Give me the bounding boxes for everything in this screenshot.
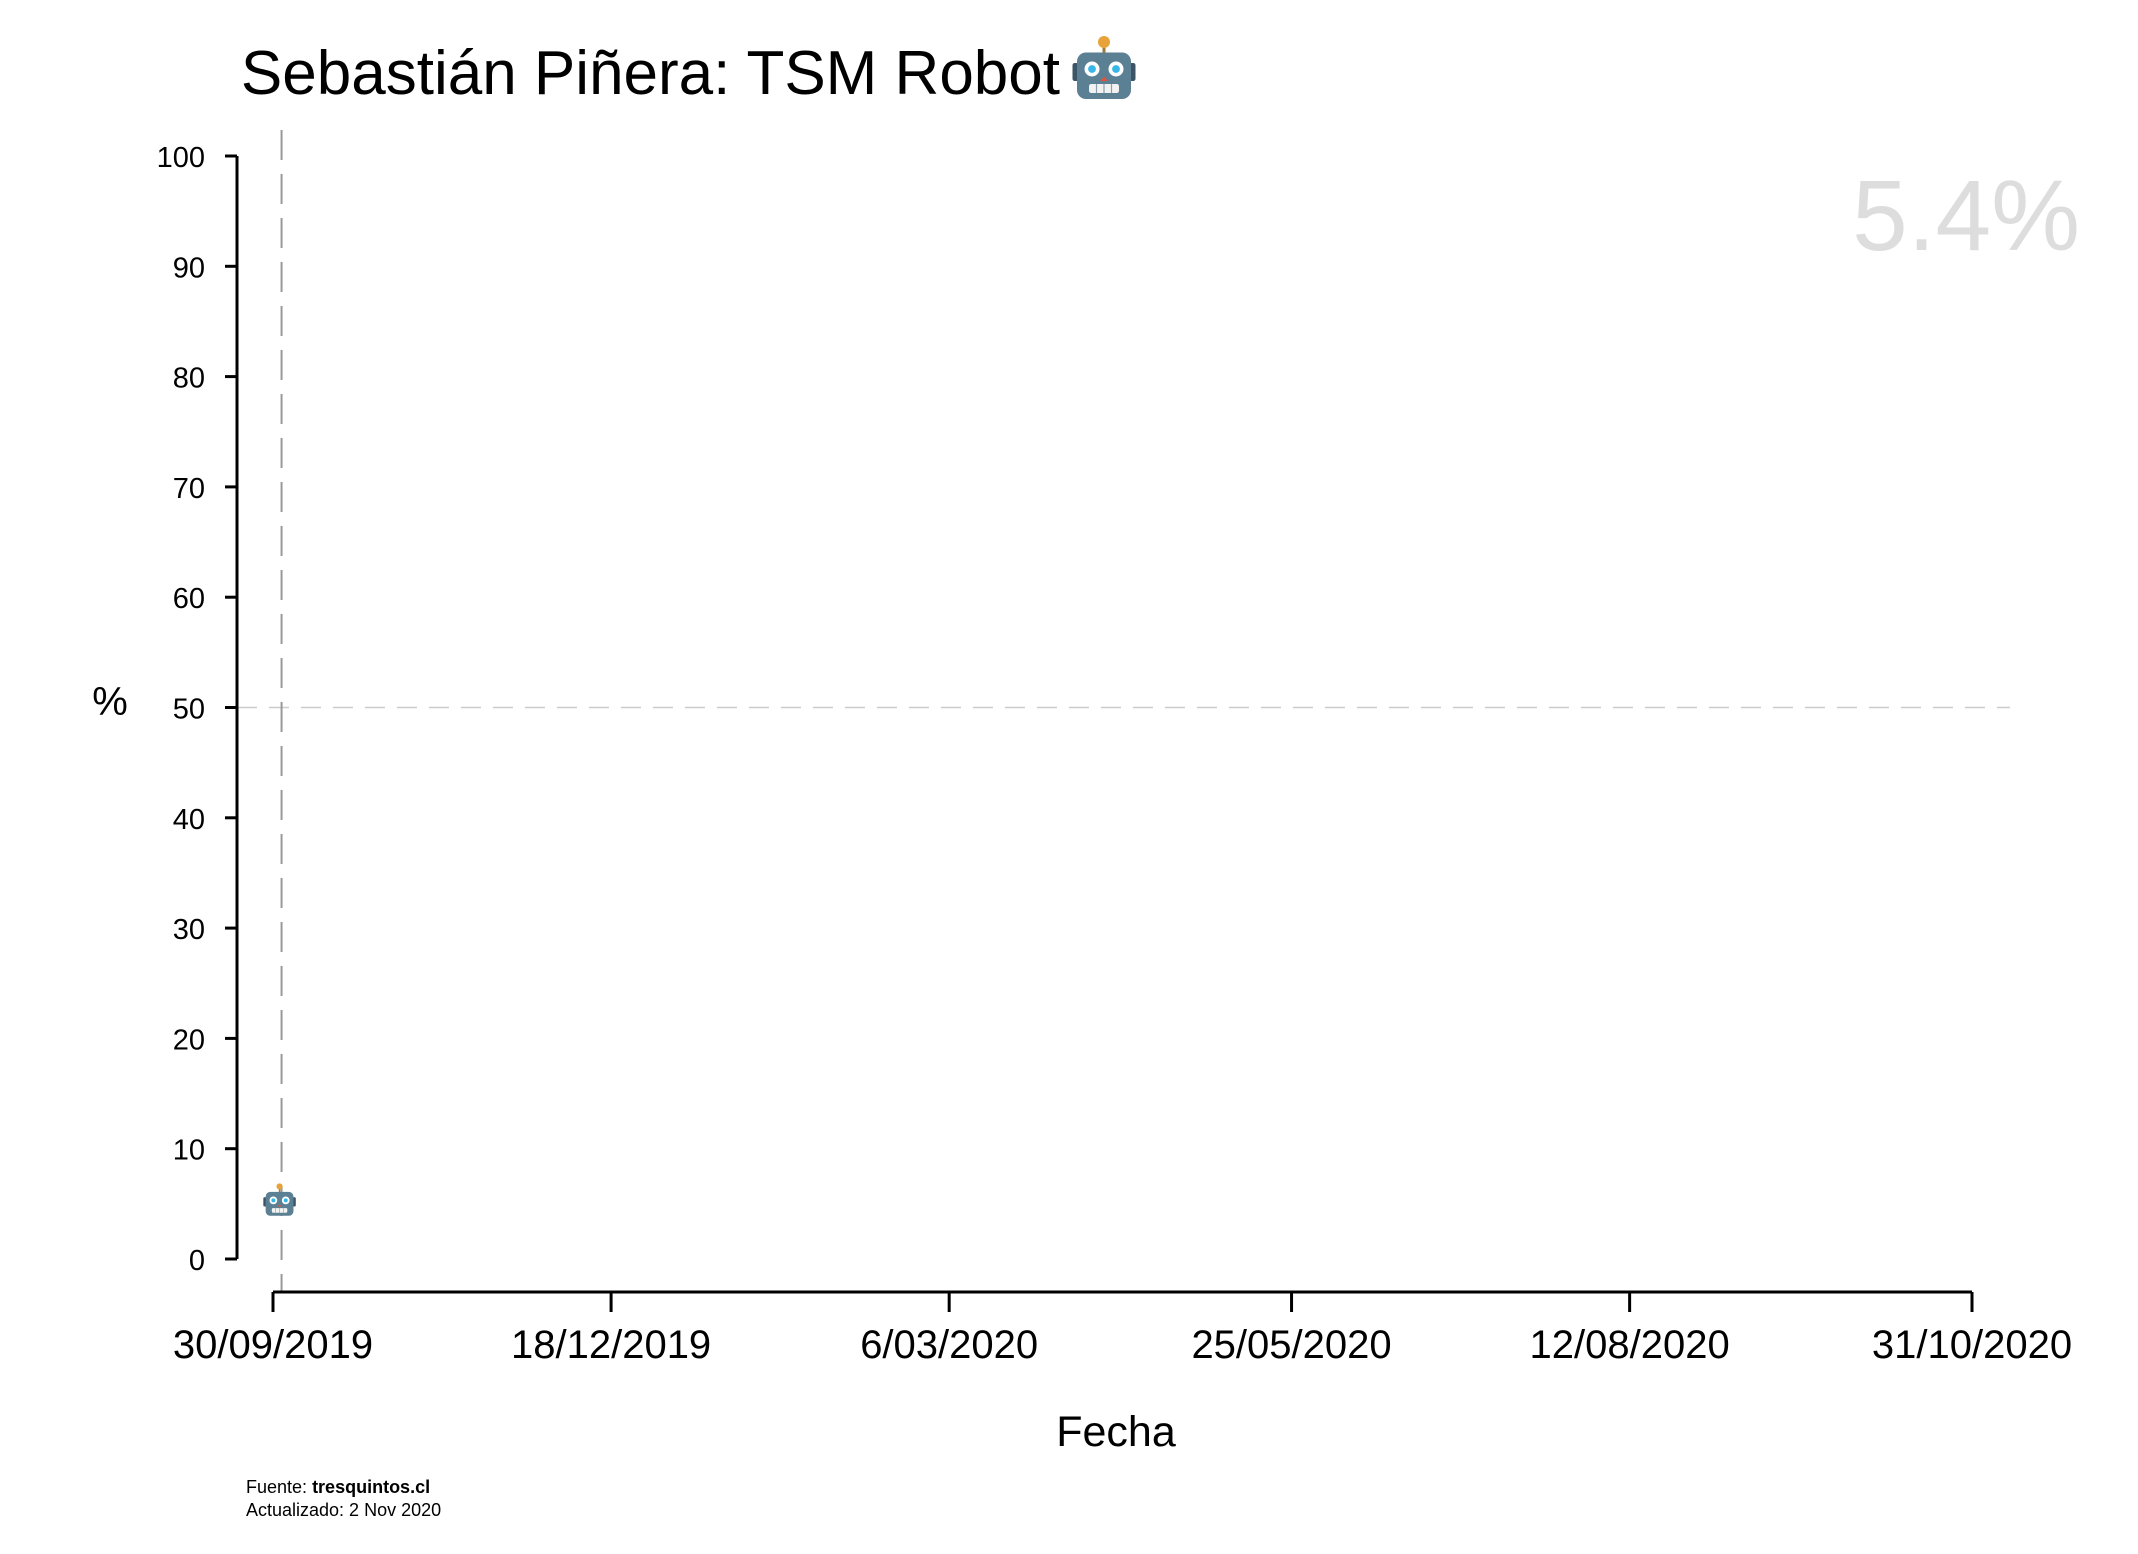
x-axis-label: Fecha	[1056, 1408, 1176, 1456]
y-tick-label: 30	[173, 914, 205, 946]
y-tick-label: 50	[173, 694, 205, 726]
x-tick-label: 12/08/2020	[1530, 1323, 1730, 1367]
x-tick-label: 18/12/2019	[511, 1323, 711, 1367]
y-tick-label: 10	[173, 1135, 205, 1167]
source-prefix: Fuente:	[246, 1477, 308, 1497]
robot-icon	[1072, 36, 1136, 99]
chart-title: Sebastián Piñera: TSM Robot	[241, 36, 1136, 108]
y-axis-label: %	[92, 680, 128, 724]
data-point-robot-icon	[263, 1183, 296, 1216]
title-robot-icon	[1072, 36, 1136, 99]
latest-value-annotation: 5.4%	[1852, 160, 2080, 272]
y-tick-label: 80	[173, 363, 205, 395]
y-tick-label: 20	[173, 1024, 205, 1056]
y-axis: 0 10 20 30 40 50 60 70 80 90 100	[157, 142, 239, 1277]
source-line: Fuente: tresquintos.cl	[246, 1476, 441, 1499]
y-tick-label: 60	[173, 583, 205, 615]
y-tick-label: 70	[173, 473, 205, 505]
footer: Fuente: tresquintos.cl Actualizado: 2 No…	[246, 1476, 441, 1522]
y-tick-label: 0	[189, 1245, 205, 1277]
x-tick-label: 6/03/2020	[860, 1323, 1038, 1367]
x-axis: 30/09/2019 18/12/2019 6/03/2020 25/05/2020 1…	[173, 1290, 2072, 1367]
x-tick-label: 25/05/2020	[1191, 1323, 1391, 1367]
data-points	[263, 1183, 296, 1216]
source-name: tresquintos.cl	[312, 1477, 431, 1497]
updated-line: Actualizado: 2 Nov 2020	[246, 1500, 442, 1520]
x-tick-label: 31/10/2020	[1872, 1323, 2072, 1367]
y-tick-label: 90	[173, 252, 205, 284]
chart-title-text: Sebastián Piñera: TSM Robot	[241, 39, 1060, 108]
y-tick-label: 40	[173, 804, 205, 836]
y-tick-label: 100	[157, 142, 205, 174]
x-tick-label: 30/09/2019	[173, 1323, 373, 1367]
reference-lines	[237, 130, 2010, 1292]
